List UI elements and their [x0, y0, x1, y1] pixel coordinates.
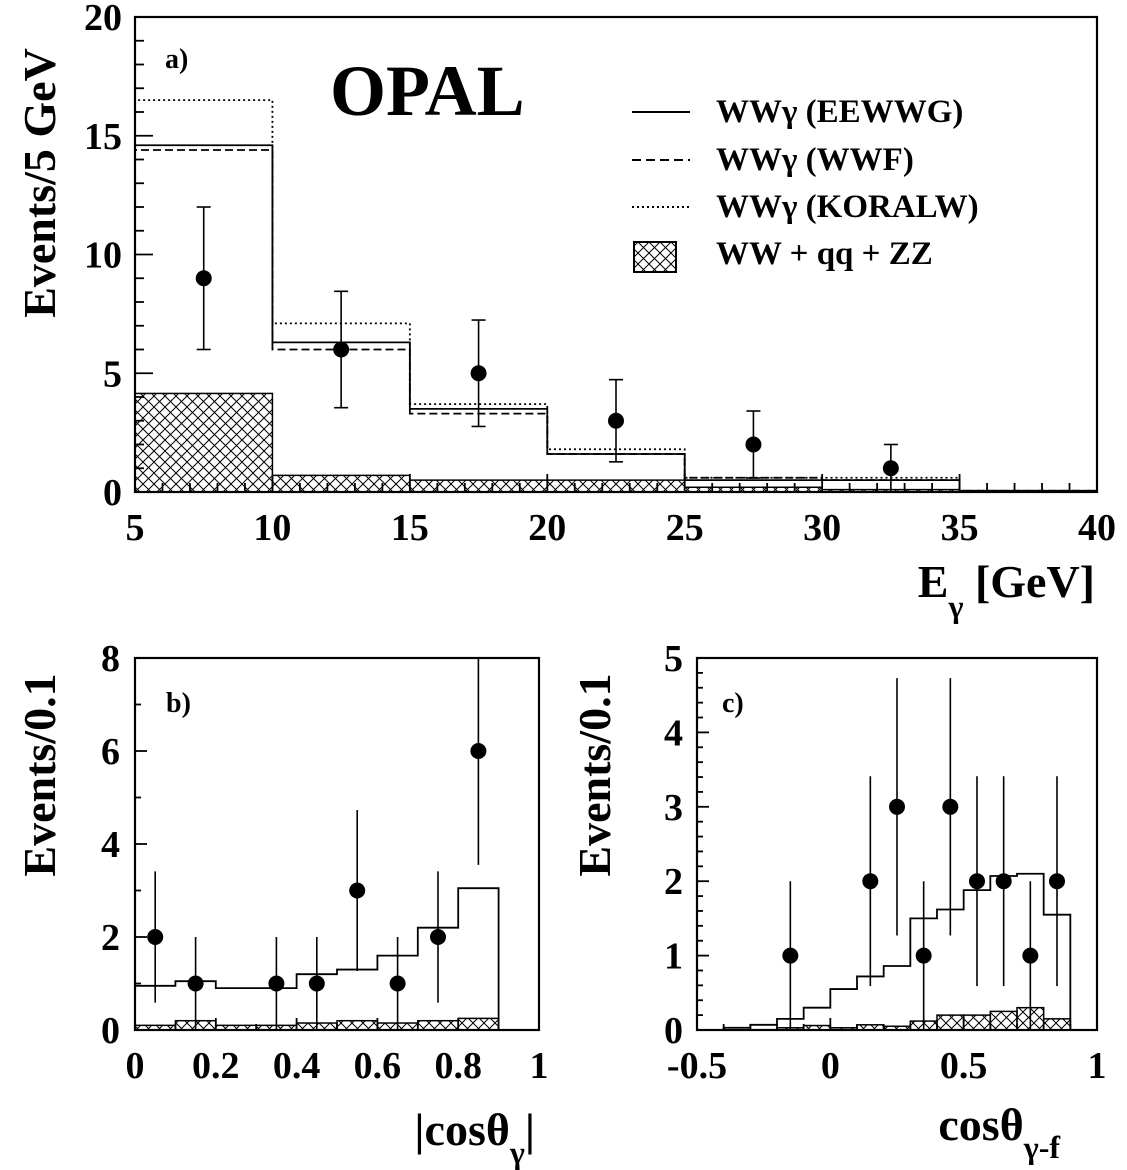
panel-c-background-bar — [936, 1014, 965, 1031]
panel-b-background-bar — [417, 1019, 459, 1031]
panel-b-y-tick-label: 0 — [101, 1010, 120, 1052]
panel-c-label: c) — [722, 688, 744, 719]
panel-c-background-bar — [962, 1014, 992, 1031]
panel-c-data-point — [1022, 947, 1039, 964]
panel-a-data-point — [882, 460, 899, 477]
panel-a-data-point — [195, 270, 212, 287]
panel-c-data-point — [782, 947, 799, 964]
panel-c-data-point — [995, 873, 1012, 890]
legend-label-koralw: WWγ (KORALW) — [716, 189, 979, 225]
panel-b-y-tick-label: 8 — [101, 638, 120, 680]
panel-a-ylabel: Events/5 GeV — [14, 48, 65, 318]
panel-a-data-point — [470, 365, 487, 382]
panel-c-x-tick-label: 1 — [1088, 1045, 1107, 1087]
panel-a-y-tick-label: 20 — [84, 0, 122, 39]
panel-b-x-tick-label: 0.2 — [192, 1045, 240, 1087]
panel-b-x-tick-label: 1 — [530, 1045, 549, 1087]
panel-b-label: b) — [166, 688, 191, 719]
panel-c-y-tick-label: 5 — [664, 638, 683, 680]
panel-a-y-tick-label: 10 — [84, 235, 122, 277]
panel-c-y-tick-label: 0 — [664, 1010, 683, 1052]
panel-c-xlabel: cosθγ-f — [938, 1099, 1060, 1165]
panel-a-xlabel: Eγ [GeV] — [918, 556, 1095, 624]
panel-a-data-point — [333, 341, 350, 358]
panel-a-y-tick-label: 0 — [103, 472, 122, 514]
panel-b-xlabel-subscript: γ — [509, 1134, 525, 1170]
panel-a-energy-histogram: a) OPAL Events/5 GeV Eγ [GeV] WWγ (EEWWG… — [14, 0, 1116, 624]
panel-b-background-bar — [336, 1019, 379, 1031]
opal-logo-text: OPAL — [330, 51, 525, 131]
panel-b-data-point — [389, 975, 406, 992]
panel-b-x-tick-label: 0 — [126, 1045, 145, 1087]
panel-c-y-tick-label: 3 — [664, 787, 683, 829]
legend-label-eewwg: WWγ (EEWWG) — [716, 94, 963, 130]
panel-a-background-bar — [271, 474, 411, 493]
panel-a-y-tick-label: 5 — [103, 353, 122, 395]
panel-a-data-point — [745, 436, 762, 453]
panel-b-y-tick-label: 2 — [101, 917, 120, 959]
panel-b-x-tick-label: 0.8 — [434, 1045, 482, 1087]
panel-b-xlabel: |cosθγ| — [414, 1104, 535, 1170]
panel-c-x-tick-label: 0 — [821, 1045, 840, 1087]
panel-a-data-point — [608, 412, 624, 429]
panel-a-background-bar — [546, 479, 686, 493]
panel-c-data-point — [942, 798, 959, 815]
panel-b-data-point — [470, 743, 487, 759]
panel-c-x-tick-label: 0.5 — [940, 1045, 988, 1087]
panel-b-data-point — [187, 975, 204, 992]
panel-a-x-tick-label: 5 — [126, 507, 145, 549]
panel-b-data-point — [268, 975, 285, 992]
panel-a-x-tick-label: 25 — [666, 507, 704, 549]
panel-a-y-tick-label: 15 — [84, 116, 122, 158]
panel-a-background-bar — [134, 392, 274, 493]
panel-a-background-bar — [409, 479, 549, 493]
legend-label-background: WW + qq + ZZ — [716, 236, 933, 272]
panel-c-data-point — [889, 798, 905, 815]
panel-a-x-tick-label: 15 — [391, 507, 429, 549]
panel-c-data-point — [969, 873, 985, 890]
panel-b-histogram-solid — [134, 887, 500, 1030]
panel-c-data-point — [862, 873, 879, 890]
panel-b-cos-gamma-histogram: b) Events/0.1 |cosθγ| 0 0.2 0.4 0.6 0.8 1 0 2 4 6… — [14, 638, 549, 1170]
panel-c-y-tick-label: 1 — [664, 936, 683, 978]
panel-c-y-tick-label: 4 — [664, 712, 683, 754]
panel-b-x-tick-label: 0.4 — [273, 1045, 321, 1087]
panel-c-data-point — [1049, 873, 1065, 890]
panel-c-frame — [695, 656, 1099, 1032]
panel-a-xlabel-subscript: γ — [947, 588, 963, 624]
panel-c-xlabel-subscript: γ-f — [1023, 1129, 1061, 1165]
panel-a-label: a) — [165, 44, 188, 75]
panel-a-x-tick-label: 20 — [528, 507, 566, 549]
panel-a-x-tick-label: 40 — [1078, 507, 1116, 549]
panel-b-y-tick-label: 6 — [101, 731, 120, 773]
panel-c-background-bar — [1042, 1018, 1072, 1031]
panel-b-data-point — [147, 929, 164, 945]
panel-c-background-bar — [989, 1010, 1018, 1031]
legend-label-wwf: WWγ (WWF) — [716, 142, 914, 178]
panel-b-ylabel: Events/0.1 — [14, 673, 65, 876]
panel-b-data-point — [308, 975, 325, 992]
panel-c-ylabel: Events/0.1 — [569, 673, 620, 876]
panel-a-x-tick-label: 10 — [253, 507, 291, 549]
panel-b-background-bar — [457, 1017, 500, 1031]
panel-a-x-tick-label: 30 — [803, 507, 841, 549]
panel-b-x-tick-label: 0.6 — [354, 1045, 402, 1087]
panel-b-data-point — [430, 929, 446, 945]
panel-c-y-tick-label: 2 — [664, 861, 683, 903]
panel-c-data-point — [915, 947, 932, 964]
panel-b-y-tick-label: 4 — [101, 824, 120, 866]
panel-a-x-tick-label: 35 — [941, 507, 979, 549]
panel-b-data-point — [349, 882, 366, 899]
legend-swatch-hatched — [633, 241, 677, 273]
panel-c-histogram-solid — [697, 872, 1072, 1031]
panel-c-x-tick-label: -0.5 — [667, 1045, 727, 1087]
legend: WWγ (EEWWG) WWγ (WWF) WWγ (KORALW) WW + … — [632, 94, 979, 273]
